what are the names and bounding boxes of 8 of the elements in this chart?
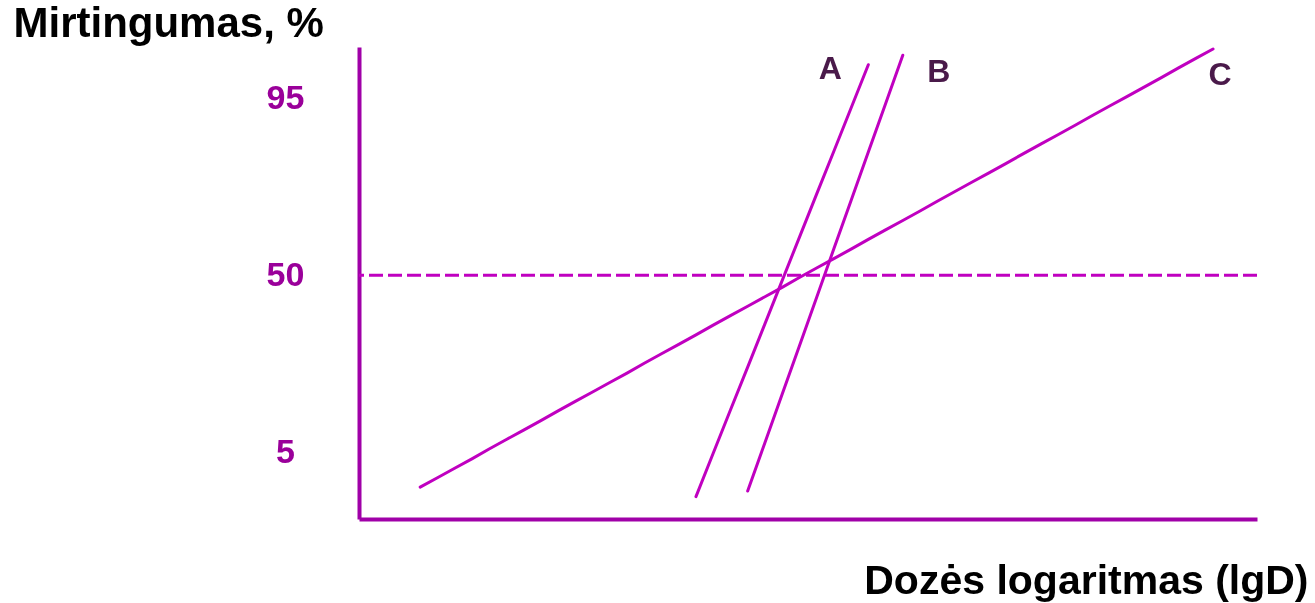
x-axis-title: Dozės logaritmas (lgD) [864,556,1309,603]
series-label: B [927,53,951,90]
y-tick-label: 50 [266,254,305,293]
y-axis-title: Mirtingumas, % [13,0,324,46]
y-tick-label: 5 [276,431,295,470]
y-tick-label: 95 [266,77,305,116]
series-label: A [818,49,842,86]
series-label: C [1208,55,1232,92]
